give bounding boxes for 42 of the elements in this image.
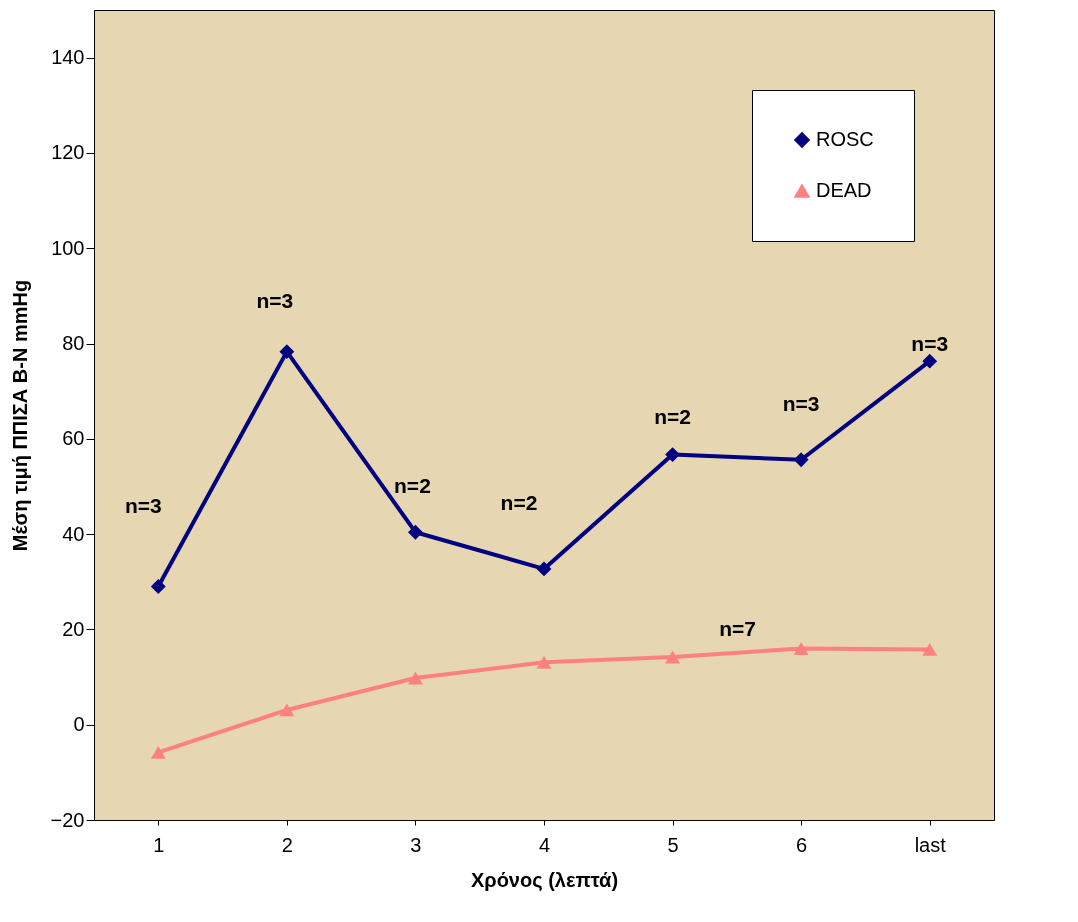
annotation: n=3 [256, 288, 294, 312]
point [665, 447, 680, 462]
annotation: n=3 [782, 391, 820, 415]
point [150, 745, 166, 759]
point [408, 671, 423, 685]
annotation: n=2 [394, 474, 431, 498]
y-tick-label: −20 [50, 808, 85, 831]
point [279, 344, 295, 360]
x-tick-label: 4 [538, 833, 551, 856]
y-tick-label: 60 [62, 427, 85, 450]
point [536, 655, 552, 669]
annotation: n=3 [124, 493, 162, 517]
y-tick-label: 40 [62, 522, 85, 545]
point [279, 703, 295, 717]
point [665, 650, 680, 664]
y-tick-label: 0 [73, 713, 85, 736]
y-tick-label: 120 [51, 141, 85, 164]
legend-label: ROSC [816, 128, 874, 150]
y-axis-title: Μέση τιμή ΠΠΙΣΑ Β-Ν mmHg [8, 279, 31, 552]
x-tick-label: 5 [667, 833, 679, 856]
x-tick-label: 6 [796, 833, 808, 856]
x-tick-label: 3 [410, 833, 422, 856]
y-tick-label: 80 [62, 332, 85, 355]
point [150, 579, 166, 594]
y-tick-label: 20 [62, 617, 85, 640]
point [793, 452, 809, 468]
point [793, 642, 809, 655]
x-tick-label: last [914, 833, 947, 856]
point [408, 524, 423, 540]
point [922, 643, 938, 656]
annotation: n=2 [654, 404, 691, 428]
legend-label: DEAD [816, 179, 872, 201]
x-tick-label: 2 [281, 833, 293, 856]
point [536, 561, 552, 577]
annotation: n=7 [719, 617, 756, 641]
x-tick-label: 1 [153, 833, 165, 856]
y-tick-label: 140 [51, 46, 85, 69]
x-axis-title: Χρόνος (λεπτά) [470, 868, 619, 891]
point [922, 353, 938, 369]
annotation: n=2 [500, 490, 538, 514]
y-tick-label: 100 [51, 236, 85, 259]
annotation: n=3 [911, 332, 949, 356]
